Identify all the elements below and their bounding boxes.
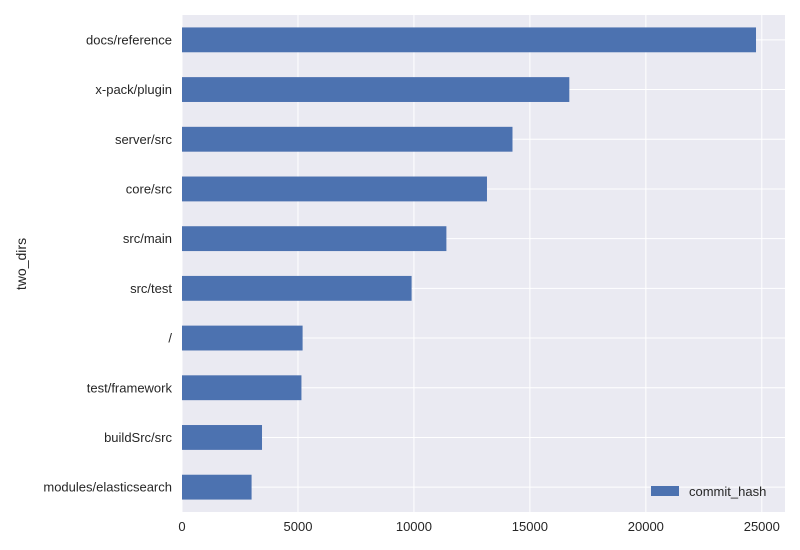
y-tick-label: modules/elasticsearch bbox=[43, 480, 172, 495]
y-tick-label: core/src bbox=[126, 181, 173, 196]
bar bbox=[182, 474, 252, 500]
y-tick-labels: docs/reference x-pack/plugin server/src cor… bbox=[43, 32, 172, 494]
y-tick-label: docs/reference bbox=[86, 32, 172, 47]
x-tick-label: 5000 bbox=[284, 519, 313, 534]
y-tick-label: src/main bbox=[123, 231, 172, 246]
y-tick-label: test/framework bbox=[87, 380, 173, 395]
bar bbox=[182, 27, 757, 53]
bar bbox=[182, 325, 303, 351]
bar bbox=[182, 226, 447, 252]
bar bbox=[182, 176, 487, 202]
x-tick-label: 25000 bbox=[744, 519, 780, 534]
bar bbox=[182, 77, 570, 102]
legend-swatch bbox=[651, 486, 679, 496]
y-tick-label: src/test bbox=[130, 281, 172, 296]
bar bbox=[182, 425, 263, 450]
bar bbox=[182, 275, 412, 301]
bar bbox=[182, 126, 513, 152]
x-tick-label: 20000 bbox=[628, 519, 664, 534]
y-tick-label: x-pack/plugin bbox=[95, 82, 172, 97]
x-tick-label: 15000 bbox=[512, 519, 548, 534]
legend: commit_hash bbox=[651, 484, 766, 499]
x-tick-labels: 0 5000 10000 15000 20000 25000 bbox=[178, 519, 780, 534]
x-tick-label: 0 bbox=[178, 519, 185, 534]
legend-label: commit_hash bbox=[689, 484, 766, 499]
bars bbox=[182, 27, 757, 500]
y-tick-label: buildSrc/src bbox=[104, 430, 172, 445]
y-tick-label: server/src bbox=[115, 132, 173, 147]
x-tick-label: 10000 bbox=[396, 519, 432, 534]
y-axis-label: two_dirs bbox=[13, 238, 29, 290]
y-tick-label: / bbox=[168, 331, 172, 346]
bar bbox=[182, 375, 302, 401]
